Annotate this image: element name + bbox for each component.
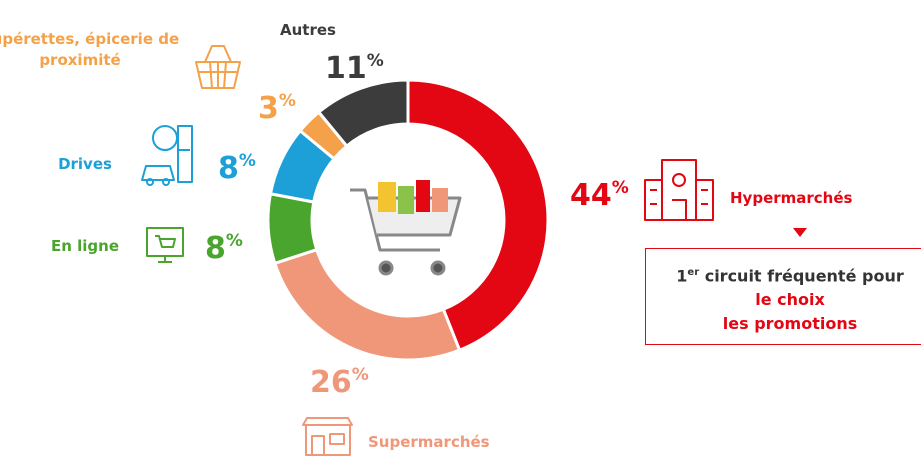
category-label: Drives xyxy=(58,155,112,173)
value-label: 8% xyxy=(205,231,243,266)
hypermarket-icon xyxy=(644,159,714,221)
value-unit: % xyxy=(279,91,296,111)
value-label: 8% xyxy=(218,151,256,186)
value-number: 44 xyxy=(570,178,612,213)
callout-text: circuit fréquenté pour xyxy=(704,266,904,286)
donut-segment xyxy=(317,78,410,148)
value-number: 11 xyxy=(325,51,367,86)
category-label: Hypermarchés xyxy=(730,189,853,207)
value-label: 26% xyxy=(310,365,369,400)
value-number: 3 xyxy=(258,91,279,126)
online-icon xyxy=(146,227,184,263)
value-unit: % xyxy=(239,151,256,171)
drive-icon xyxy=(141,125,193,186)
ordinal-suffix: er xyxy=(687,267,700,278)
category-label: Autres xyxy=(280,21,336,39)
pointer xyxy=(793,228,807,237)
donut-segment xyxy=(266,192,319,265)
callout-box: 1er circuit fréquenté pour le choix les … xyxy=(645,248,921,345)
cart-icon xyxy=(350,180,462,276)
value-number: 26 xyxy=(310,365,352,400)
highlight: les promotions xyxy=(722,314,858,334)
donut-segment xyxy=(406,78,550,352)
ordinal: 1 xyxy=(676,266,688,286)
basket-icon xyxy=(195,45,241,89)
value-unit: % xyxy=(612,178,629,198)
value-unit: % xyxy=(352,365,369,385)
value-label: 3% xyxy=(258,91,296,126)
category-label: En ligne xyxy=(50,237,120,255)
value-unit: % xyxy=(226,231,243,251)
value-number: 8 xyxy=(205,231,226,266)
value-label: 11% xyxy=(325,51,384,86)
value-number: 8 xyxy=(218,151,239,186)
category-label: Supermarchés xyxy=(368,433,490,451)
value-label: 44% xyxy=(570,178,629,213)
callout-line: 1er circuit fréquenté pour xyxy=(646,261,921,288)
category-label: Supérettes, épicerie de proximité xyxy=(0,30,180,69)
supermarket-icon xyxy=(302,417,353,456)
value-unit: % xyxy=(367,51,384,71)
highlight: le choix xyxy=(755,290,825,310)
